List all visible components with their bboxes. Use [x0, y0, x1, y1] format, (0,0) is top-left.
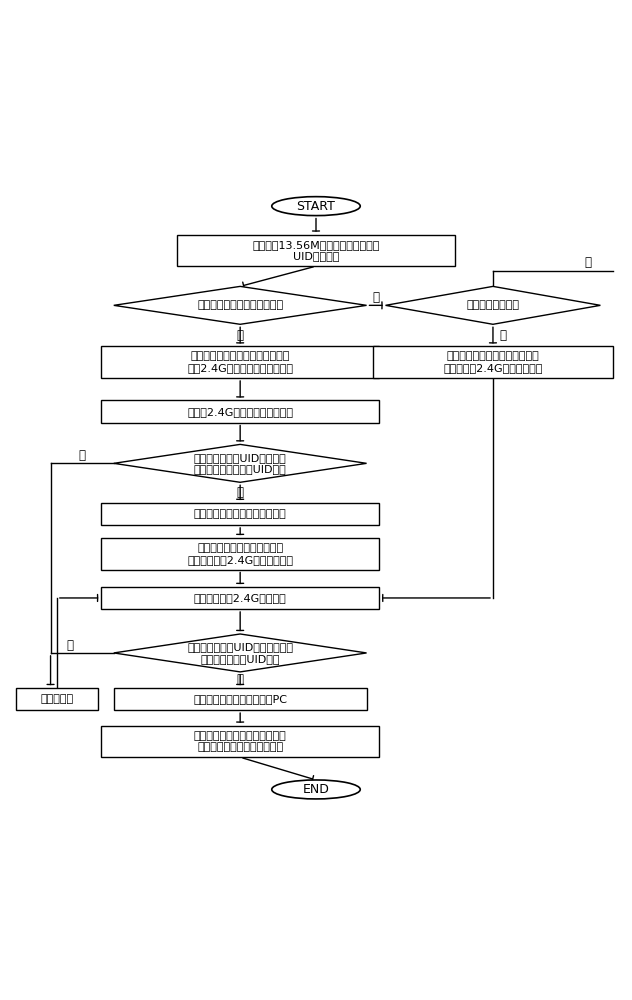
Text: 配置显示屏显示多题作答题目号: 配置显示屏显示多题作答题目号 [194, 509, 286, 519]
Text: 是否需要单题作答: 是否需要单题作答 [466, 300, 520, 310]
Text: END: END [303, 783, 329, 796]
FancyBboxPatch shape [101, 400, 379, 423]
Polygon shape [114, 634, 367, 672]
Polygon shape [114, 444, 367, 482]
Text: 否: 否 [584, 256, 592, 269]
Text: 收发器接收到2.4G传输数据: 收发器接收到2.4G传输数据 [194, 593, 286, 603]
Text: 否: 否 [66, 639, 73, 652]
Text: 教师端上位机软件处理有效数据
转换成易识别操作的功能信息: 教师端上位机软件处理有效数据 转换成易识别操作的功能信息 [194, 731, 286, 752]
Text: 判断接收数据中UID信息是否与配
对是保存答题器UID相同: 判断接收数据中UID信息是否与配 对是保存答题器UID相同 [187, 642, 293, 664]
Polygon shape [114, 286, 367, 324]
FancyBboxPatch shape [373, 346, 613, 378]
FancyBboxPatch shape [101, 538, 379, 570]
Text: 否: 否 [372, 291, 380, 304]
FancyBboxPatch shape [101, 503, 379, 525]
Ellipse shape [272, 197, 360, 216]
FancyBboxPatch shape [16, 688, 98, 710]
Text: 配对通过13.56M交换答题器和收发器
UID，并存储: 配对通过13.56M交换答题器和收发器 UID，并存储 [252, 240, 380, 261]
Text: 收发器处理数据打包上传到PC: 收发器处理数据打包上传到PC [193, 694, 287, 704]
Ellipse shape [272, 780, 360, 799]
Text: 按键输入答案信息作答完成后按
发送键通过2.4G发送单题答案: 按键输入答案信息作答完成后按 发送键通过2.4G发送单题答案 [443, 351, 543, 373]
FancyBboxPatch shape [177, 235, 455, 266]
Text: 按键输入答案信息作答完成后
按发送键通过2.4G发送多题答案: 按键输入答案信息作答完成后 按发送键通过2.4G发送多题答案 [187, 543, 293, 565]
Text: 是: 是 [236, 673, 244, 686]
Text: 否: 否 [78, 449, 86, 462]
Text: 答题器2.4G无线模块接收到数据: 答题器2.4G无线模块接收到数据 [187, 407, 293, 417]
Text: 判断接收数据中UID信息是否
与配对是保存收发器UID相同: 判断接收数据中UID信息是否 与配对是保存收发器UID相同 [194, 453, 286, 474]
Text: START: START [296, 200, 336, 213]
Text: 是: 是 [236, 329, 244, 342]
Text: 是: 是 [236, 486, 244, 499]
Text: 教师端是否下发多题作答指令: 教师端是否下发多题作答指令 [197, 300, 283, 310]
Text: 收发器通过串口接收多题作答指令
配置2.4G广播发送多题作答信息: 收发器通过串口接收多题作答指令 配置2.4G广播发送多题作答信息 [187, 351, 293, 373]
Text: 是: 是 [499, 329, 506, 342]
Text: 丢弃数据包: 丢弃数据包 [40, 694, 73, 704]
FancyBboxPatch shape [101, 346, 379, 378]
FancyBboxPatch shape [101, 587, 379, 609]
FancyBboxPatch shape [101, 726, 379, 757]
FancyBboxPatch shape [114, 688, 367, 710]
Polygon shape [386, 286, 600, 324]
